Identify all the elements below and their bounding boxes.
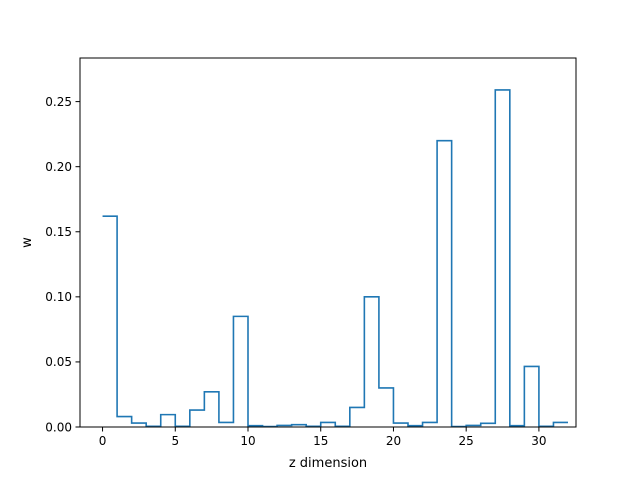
y-tick-label: 0.00	[45, 420, 72, 434]
x-tick-label: 5	[171, 434, 179, 448]
y-axis-ticks: 0.00 0.05 0.10 0.15 0.20 0.25	[45, 95, 80, 434]
series-step-line	[102, 89, 568, 428]
y-tick-label: 0.05	[45, 355, 72, 369]
x-tick-label: 0	[99, 434, 107, 448]
axes-frame	[79, 57, 577, 428]
y-tick-label: 0.20	[45, 160, 72, 174]
x-tick-label: 30	[531, 434, 546, 448]
y-tick-label: 0.15	[45, 225, 72, 239]
y-tick-label: 0.25	[45, 95, 72, 109]
x-axis-label: z dimension	[289, 456, 367, 471]
plot-area	[102, 89, 568, 428]
x-tick-label: 20	[386, 434, 401, 448]
y-axis-label: w	[20, 237, 35, 248]
x-tick-label: 10	[240, 434, 255, 448]
x-axis-ticks: 0 5 10 15 20 25 30	[99, 427, 547, 448]
y-tick-label: 0.10	[45, 290, 72, 304]
x-tick-label: 25	[459, 434, 474, 448]
x-tick-label: 15	[313, 434, 328, 448]
